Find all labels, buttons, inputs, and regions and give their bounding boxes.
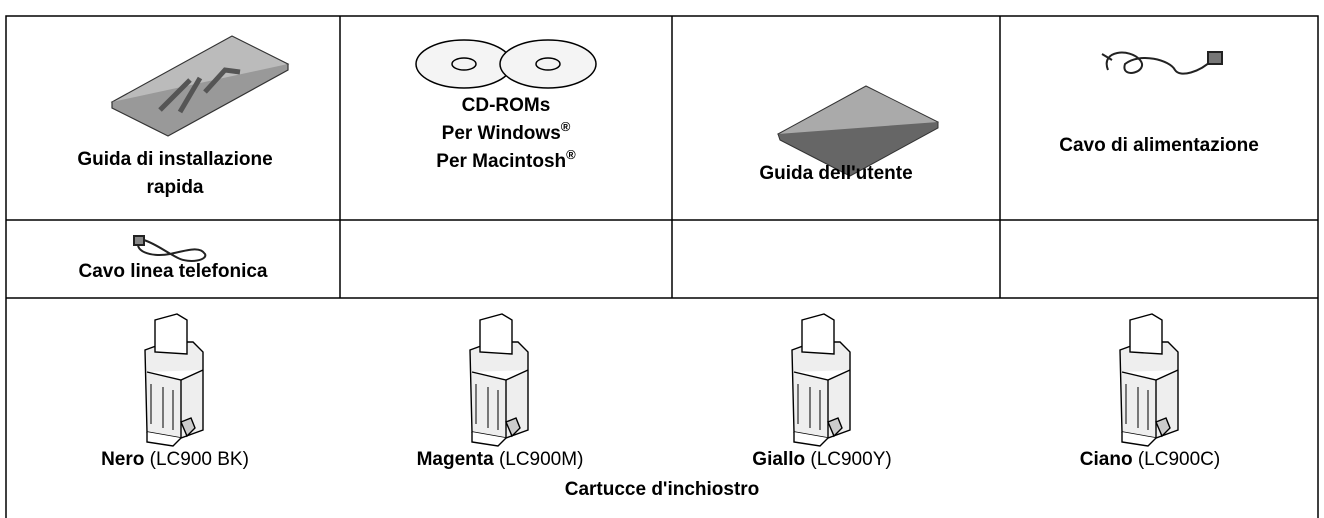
cartridge-icon (469, 313, 529, 447)
item-line: Per Windows® (340, 120, 672, 148)
cartridge-color: Magenta (416, 449, 494, 470)
phone-cord-icon (133, 235, 207, 262)
cartridge-label: Magenta (LC900M) (350, 446, 650, 474)
cartridge-label: Ciano (LC900C) (1000, 446, 1300, 474)
cartridge-code: (LC900C) (1137, 449, 1221, 470)
cartridge-label: Nero (LC900 BK) (25, 446, 325, 474)
line-sup: ® (560, 119, 571, 134)
cartridge-icon (144, 313, 204, 447)
line-sup: ® (566, 147, 576, 162)
cartridge-label: Giallo (LC900Y) (672, 446, 972, 474)
cartridge-icon (791, 313, 851, 447)
item-label: Guida di installazione rapida (77, 149, 273, 198)
cartridge-code: (LC900M) (498, 449, 584, 470)
cartridge-color: Ciano (1079, 449, 1133, 470)
cd-icon (415, 39, 597, 89)
item-line: Per Macintosh® (340, 148, 672, 176)
cartridges-caption: Cartucce d'inchiostro (564, 479, 760, 500)
line-text: Per Macintosh (436, 151, 567, 172)
item-title: CD-ROMs (461, 95, 551, 116)
line-text: Per Windows (441, 123, 561, 144)
user-guide-icon (776, 85, 940, 177)
grid (5, 15, 1319, 518)
power-cord-icon (1101, 51, 1223, 75)
cartridge-color: Nero (101, 449, 145, 470)
item-label: Guida dell'utente (759, 163, 913, 184)
item-label: Cavo di alimentazione (1059, 135, 1259, 156)
cartridge-color: Giallo (752, 449, 806, 470)
cartridge-icon (1119, 313, 1179, 447)
cartridge-code: (LC900 BK) (149, 449, 249, 470)
cartridge-code: (LC900Y) (810, 449, 892, 470)
item-label: Cavo linea telefonica (78, 261, 268, 282)
guide-icon (110, 35, 290, 137)
